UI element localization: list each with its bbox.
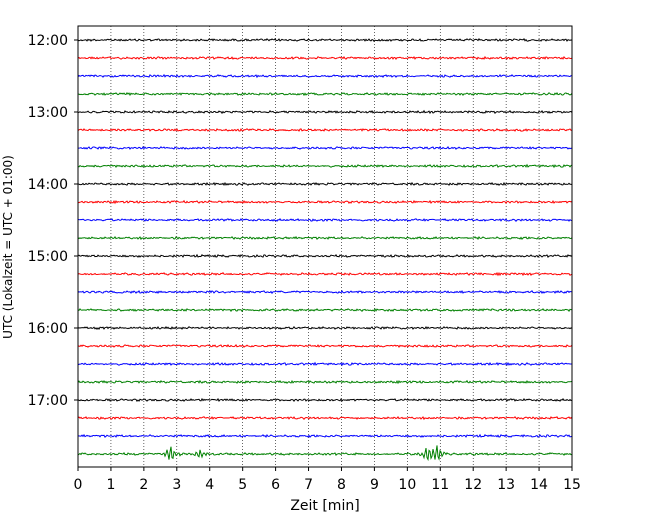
- x-tick-label: 11: [431, 477, 449, 493]
- x-tick-label: 8: [337, 477, 346, 493]
- trace-row-12: [77, 253, 573, 259]
- trace-row-0: [77, 37, 573, 42]
- trace-row-22: [77, 433, 573, 439]
- y-tick-label: 16:00: [28, 321, 68, 337]
- trace-row-2: [77, 73, 573, 79]
- y-tick-label: 12:00: [28, 33, 68, 49]
- x-axis-label: Zeit [min]: [290, 498, 359, 514]
- plot-background: [78, 26, 572, 467]
- y-tick-label: 17:00: [28, 393, 68, 409]
- x-tick-label: 4: [205, 477, 214, 493]
- trace-row-18: [77, 361, 573, 367]
- trace-row-1: [77, 55, 573, 61]
- trace-row-5: [77, 128, 573, 132]
- y-axis-label: UTC (Lokalzeit = UTC + 01:00): [1, 155, 15, 339]
- trace-row-9: [77, 199, 573, 205]
- trace-row-7: [77, 163, 573, 169]
- x-tick-label: 12: [464, 477, 482, 493]
- trace-row-11: [77, 235, 573, 241]
- trace-row-10: [77, 217, 573, 222]
- x-tick-label: 13: [497, 477, 515, 493]
- seismic-traces: [77, 37, 573, 462]
- trace-row-17: [77, 344, 573, 349]
- y-axis-ticks: 12:00 13:00 14:00 15:00 16:00 17:00: [28, 33, 78, 409]
- x-tick-label: 14: [530, 477, 548, 493]
- y-tick-label: 14:00: [28, 177, 68, 193]
- plot-frame: [77, 25, 573, 468]
- x-tick-label: 15: [563, 477, 581, 493]
- trace-row-20: [77, 397, 573, 402]
- trace-row-8: [77, 181, 573, 186]
- x-tick-label: 1: [106, 477, 115, 493]
- x-tick-label: 0: [74, 477, 83, 493]
- trace-row-19: [77, 379, 573, 385]
- trace-row-3: [77, 91, 573, 97]
- y-tick-label: 13:00: [28, 105, 68, 121]
- x-tick-label: 3: [172, 477, 181, 493]
- trace-row-14: [77, 289, 573, 295]
- x-tick-label: 5: [238, 477, 247, 493]
- x-tick-label: 9: [370, 477, 379, 493]
- trace-row-21: [77, 415, 573, 421]
- trace-row-15: [77, 308, 573, 313]
- x-tick-label: 7: [304, 477, 313, 493]
- x-axis-ticks: 0 1 2 3 4 5 6 7 8 9 10 11 12 13 14 15: [74, 467, 581, 493]
- trace-row-16: [77, 325, 573, 331]
- y-tick-label: 15:00: [28, 249, 68, 265]
- trace-row-4: [77, 109, 573, 115]
- trace-row-23: [77, 445, 573, 462]
- trace-row-13: [77, 271, 573, 277]
- x-tick-label: 2: [139, 477, 148, 493]
- trace-row-6: [77, 146, 573, 150]
- x-tick-label: 10: [398, 477, 416, 493]
- x-tick-label: 6: [271, 477, 280, 493]
